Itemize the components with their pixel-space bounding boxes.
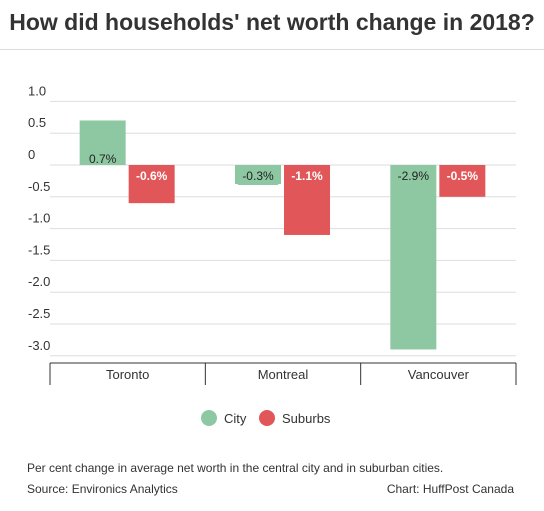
x-tick-label: Montreal — [258, 367, 309, 382]
legend-city-label: City — [224, 411, 247, 426]
y-axis-ticks: 1.0 0.5 0 -0.5 -1.0 -1.5 -2.0 -2.5 -3.0 — [28, 83, 50, 352]
y-tick-label: -0.5 — [28, 179, 50, 194]
legend-city-swatch — [201, 410, 217, 426]
chart-credit: Chart: HuffPost Canada — [386, 482, 514, 496]
bar-chart: 1.0 0.5 0 -0.5 -1.0 -1.5 -2.0 -2.5 -3.0 0.7% -0.6… — [28, 83, 517, 426]
title-divider — [0, 49, 544, 50]
data-label-bg — [442, 168, 483, 185]
data-label-bg — [238, 168, 278, 185]
y-tick-label: 1.0 — [28, 83, 46, 98]
data-label-city-vancouver: -2.9% — [398, 169, 430, 183]
data-label-suburbs-vancouver: -0.5% — [447, 169, 479, 183]
legend-suburbs-label: Suburbs — [282, 411, 331, 426]
data-label-city-toronto: 0.7% — [89, 152, 117, 166]
y-tick-label: -1.5 — [28, 242, 50, 257]
y-tick-label: -2.0 — [28, 274, 50, 289]
data-label-bg — [287, 168, 327, 185]
legend: City Suburbs — [201, 410, 331, 426]
bar-city-toronto — [79, 120, 126, 165]
y-tick-label: -3.0 — [28, 338, 50, 353]
data-label-city-montreal: -0.3% — [242, 169, 274, 183]
data-label-bg — [393, 168, 434, 185]
y-tick-label: -2.5 — [28, 306, 50, 321]
chart-source: Source: Environics Analytics — [27, 482, 178, 496]
legend-suburbs-swatch — [259, 410, 275, 426]
x-axis: Toronto Montreal Vancouver — [49, 362, 517, 385]
x-tick-label: Toronto — [106, 367, 149, 382]
y-tick-label: 0.5 — [28, 115, 46, 130]
y-tick-label: 0 — [28, 147, 35, 162]
bars — [79, 120, 486, 350]
data-labels: 0.7% -0.6% -0.3% -1.1% -2.9% -0.5% — [89, 152, 483, 185]
bar-city-vancouver — [390, 165, 437, 350]
data-label-suburbs-toronto: -0.6% — [136, 169, 168, 183]
x-tick-label: Vancouver — [408, 367, 470, 382]
y-tick-label: -1.0 — [28, 211, 50, 226]
data-label-bg — [131, 168, 172, 185]
data-label-suburbs-montreal: -1.1% — [291, 169, 323, 183]
chart-note: Per cent change in average net worth in … — [27, 461, 444, 475]
gridlines — [50, 100, 516, 357]
chart-title: How did households' net worth change in … — [9, 9, 535, 35]
